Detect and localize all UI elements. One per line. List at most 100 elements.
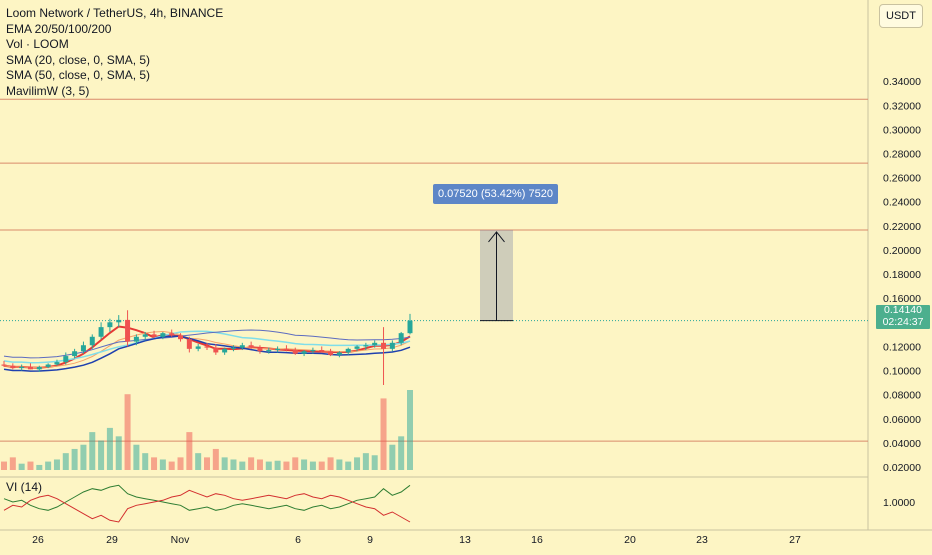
time-tick-label: 9: [367, 534, 373, 546]
candle-body: [239, 345, 245, 348]
legend-ema[interactable]: EMA 20/50/100/200: [6, 21, 112, 36]
vi-indicator-label[interactable]: VI (14): [6, 480, 43, 494]
candle-body: [142, 334, 148, 337]
volume-bar: [106, 427, 113, 470]
volume-bar: [345, 461, 352, 470]
candle-body: [336, 352, 342, 355]
price-tick-label: 0.26000: [883, 173, 921, 185]
volume-bar: [177, 457, 184, 470]
price-tick-label: 0.28000: [883, 149, 921, 161]
candle-body: [89, 336, 95, 346]
candle-body: [248, 345, 254, 348]
volume-bar: [115, 436, 122, 470]
time-tick-label: 23: [696, 534, 708, 546]
volume-bar: [27, 461, 34, 470]
volume-bar: [362, 453, 369, 470]
volume-bar: [407, 390, 413, 470]
price-tick-label: 0.08000: [883, 390, 921, 402]
last-price-tag: 0.14140 02:24:37: [876, 304, 930, 329]
legend-sma-50[interactable]: SMA (50, close, 0, SMA, 5): [6, 68, 151, 82]
candle-body: [389, 342, 395, 349]
symbol-title[interactable]: Loom Network / TetherUS, 4h, BINANCE: [6, 6, 224, 20]
candle-body: [36, 366, 42, 370]
price-tick-label: 0.18000: [883, 269, 921, 281]
candle-body: [363, 345, 369, 347]
time-tick-label: 29: [106, 534, 118, 546]
candle-body: [275, 348, 281, 351]
sma-50-line: [3, 330, 411, 364]
candle-body: [381, 342, 387, 349]
volume-bar: [186, 432, 193, 470]
candle-body: [133, 336, 139, 342]
candle-body: [160, 333, 166, 337]
candle-body: [107, 322, 113, 328]
volume-bar: [36, 464, 43, 470]
candle-body: [80, 345, 86, 352]
price-tick-label: 0.06000: [883, 414, 921, 426]
volume-bar: [124, 394, 131, 470]
volume-bar: [18, 463, 25, 470]
time-tick-label: Nov: [171, 534, 190, 546]
candle-body: [45, 364, 51, 367]
candle-body: [292, 350, 298, 354]
bar-countdown: 02:24:37: [882, 315, 924, 328]
price-tick-label: 0.22000: [883, 221, 921, 233]
volume-bar: [248, 457, 255, 470]
candle-body: [116, 319, 122, 323]
volume-bar: [204, 457, 210, 470]
measure-tooltip[interactable]: 0.07520 (53.42%) 7520: [433, 184, 558, 204]
volume-bar: [371, 455, 378, 470]
volume-bar: [1, 461, 7, 470]
volume-bar: [168, 461, 175, 470]
candle-body: [301, 351, 307, 354]
vi-plus-line: [3, 484, 411, 511]
time-tick-label: 16: [531, 534, 543, 546]
legend-volume[interactable]: Vol · LOOM: [6, 37, 69, 51]
candle-body: [213, 347, 219, 353]
price-tick-label: 0.16000: [883, 293, 921, 305]
volume-bar: [133, 444, 140, 470]
candle-body: [98, 327, 104, 337]
candle-body: [169, 333, 175, 336]
volume-bar: [336, 459, 343, 470]
volume-bar: [398, 436, 405, 470]
volume-bar: [62, 453, 69, 470]
candle-body: [195, 346, 201, 349]
volume-bar: [159, 459, 166, 470]
volume-bar: [274, 460, 281, 470]
candle-body: [398, 333, 404, 343]
volume-bar: [45, 461, 52, 470]
chart-legend: Loom Network / TetherUS, 4h, BINANCE EMA…: [6, 6, 223, 99]
volume-bar: [89, 432, 96, 470]
volume-bar: [239, 461, 246, 470]
candle-body: [407, 320, 413, 334]
legend-sma-20[interactable]: SMA (20, close, 0, SMA, 5): [6, 52, 151, 67]
volume-bar: [151, 457, 158, 470]
ema-200-line: [3, 329, 411, 359]
time-tick-label: 26: [32, 534, 44, 546]
price-tick-label: 0.10000: [883, 366, 921, 378]
vi-tick-label: 1.0000: [883, 497, 915, 509]
volume-bar: [53, 459, 60, 470]
volume-bar: [380, 398, 387, 470]
vi-minus-line: [3, 489, 411, 523]
candle-body: [151, 334, 157, 337]
volume-bar: [195, 453, 202, 470]
volume-bar: [230, 459, 237, 470]
volume-bar: [309, 461, 316, 470]
candle-body: [354, 346, 360, 349]
volume-bar: [354, 457, 361, 470]
candle-body: [257, 347, 263, 352]
volume-bar: [389, 444, 396, 470]
candle-body: [10, 365, 16, 369]
legend-mavilimw[interactable]: MavilimW (3, 5): [6, 83, 90, 98]
candle-body: [27, 366, 33, 370]
price-tick-label: 0.32000: [883, 100, 921, 112]
volume-bar: [301, 459, 308, 470]
price-tick-label: 0.12000: [883, 341, 921, 353]
candle-body: [372, 342, 378, 346]
currency-button[interactable]: USDT: [879, 4, 923, 28]
volume-bar: [318, 461, 325, 470]
price-tick-label: 0.04000: [883, 438, 921, 450]
